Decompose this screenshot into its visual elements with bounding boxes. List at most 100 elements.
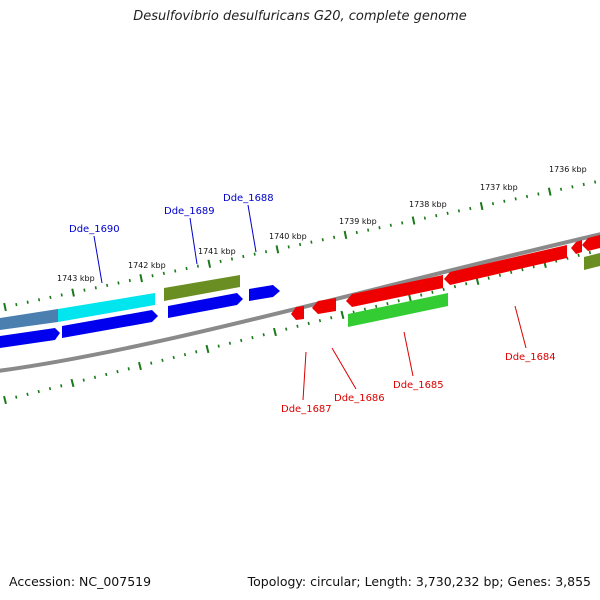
gene-label-reverse[interactable]: Dde_1684	[505, 352, 556, 363]
leader-line	[247, 204, 257, 253]
gene-arrow[interactable]	[584, 253, 600, 270]
minor-tick	[532, 265, 535, 269]
accession-text: Accession: NC_007519	[9, 574, 152, 589]
gene-arrow[interactable]	[582, 235, 600, 251]
major-tick	[205, 344, 210, 354]
minor-tick	[161, 358, 164, 362]
major-tick	[407, 293, 412, 303]
minor-tick	[37, 389, 40, 394]
gene-label-forward[interactable]: Dde_1690	[69, 224, 120, 235]
gene-arrow[interactable]	[571, 240, 582, 254]
minor-tick	[240, 338, 243, 343]
minor-tick	[521, 267, 524, 272]
major-tick	[343, 230, 348, 240]
minor-tick	[117, 281, 120, 285]
minor-tick	[262, 333, 265, 337]
minor-tick	[442, 287, 445, 292]
gene-label-forward[interactable]: Dde_1689	[164, 206, 215, 217]
minor-tick	[491, 202, 495, 206]
leader-line	[302, 351, 307, 401]
gene-arrow[interactable]	[0, 309, 58, 330]
gene-arrow[interactable]	[249, 285, 280, 301]
minor-tick	[128, 278, 131, 283]
minor-tick	[127, 367, 130, 371]
minor-tick	[174, 269, 177, 273]
minor-tick	[83, 288, 86, 292]
minor-tick	[228, 341, 232, 345]
major-tick	[411, 216, 416, 225]
minor-tick	[162, 271, 165, 275]
gene-arrow[interactable]	[312, 298, 336, 314]
major-tick	[207, 259, 212, 268]
major-tick	[70, 378, 75, 388]
minor-tick	[253, 252, 256, 256]
minor-tick	[105, 372, 108, 377]
kbp-label: 1739 kbp	[339, 217, 377, 226]
leader-line	[189, 217, 198, 265]
minor-tick	[514, 197, 517, 201]
minor-tick	[242, 254, 245, 259]
major-tick	[139, 274, 143, 283]
minor-tick	[465, 282, 468, 286]
minor-tick	[559, 187, 563, 191]
gene-arrow[interactable]	[444, 245, 567, 285]
gene-arrow[interactable]	[164, 275, 240, 301]
minor-tick	[386, 301, 389, 306]
minor-tick	[82, 378, 85, 382]
minor-tick	[217, 344, 220, 348]
gene-arrow[interactable]	[62, 310, 158, 338]
forward-gene-labels: Dde_1690 Dde_1689 Dde_1688	[69, 193, 274, 284]
minor-tick	[498, 273, 502, 277]
minor-tick	[310, 240, 313, 244]
gene-arrow[interactable]	[348, 293, 448, 327]
minor-tick	[330, 316, 333, 320]
minor-tick	[151, 274, 154, 278]
gene-label-reverse[interactable]: Dde_1686	[334, 393, 385, 404]
gene-label-reverse[interactable]: Dde_1685	[393, 380, 444, 391]
kbp-label: 1742 kbp	[128, 261, 166, 270]
minor-tick	[375, 304, 378, 309]
minor-tick	[185, 266, 188, 271]
minor-tick	[196, 264, 200, 268]
minor-tick	[363, 307, 367, 311]
minor-tick	[172, 355, 175, 360]
outer-tick-track	[3, 180, 597, 312]
gene-arrow[interactable]	[346, 275, 443, 307]
minor-tick	[401, 221, 404, 225]
minor-tick	[457, 209, 461, 213]
minor-tick	[287, 245, 290, 249]
minor-tick	[431, 290, 434, 294]
gene-label-reverse[interactable]: Dde_1687	[281, 404, 332, 415]
kbp-label: 1737 kbp	[480, 183, 518, 192]
minor-tick	[446, 211, 449, 215]
minor-tick	[423, 216, 426, 220]
minor-tick	[378, 226, 381, 230]
minor-tick	[594, 180, 597, 184]
minor-tick	[420, 293, 423, 297]
minor-tick	[566, 256, 569, 260]
reverse-inner-row	[348, 253, 600, 327]
minor-tick	[469, 206, 472, 211]
minor-tick	[510, 270, 513, 275]
minor-tick	[48, 387, 52, 391]
gene-arrow[interactable]	[168, 293, 243, 318]
minor-tick	[150, 361, 153, 365]
reverse-outer-row	[291, 235, 600, 320]
gene-arrow[interactable]	[0, 328, 60, 348]
minor-tick	[355, 230, 358, 235]
kbp-label: 1743 kbp	[57, 274, 95, 283]
minor-tick	[333, 235, 336, 239]
gene-arrow[interactable]	[291, 306, 304, 320]
gene-label-forward[interactable]: Dde_1688	[223, 193, 274, 204]
map-title: Desulfovibrio desulfuricans G20, complet…	[133, 9, 467, 24]
minor-tick	[183, 352, 187, 357]
minor-tick	[264, 250, 268, 254]
minor-tick	[397, 299, 400, 303]
kbp-label: 1740 kbp	[269, 232, 307, 241]
gene-arrow[interactable]	[58, 293, 155, 322]
inner-tick-track	[3, 250, 592, 405]
major-tick	[547, 187, 552, 196]
minor-tick	[435, 214, 438, 218]
leader-line	[93, 235, 103, 284]
topology-summary: Topology: circular; Length: 3,730,232 bp…	[247, 574, 591, 589]
